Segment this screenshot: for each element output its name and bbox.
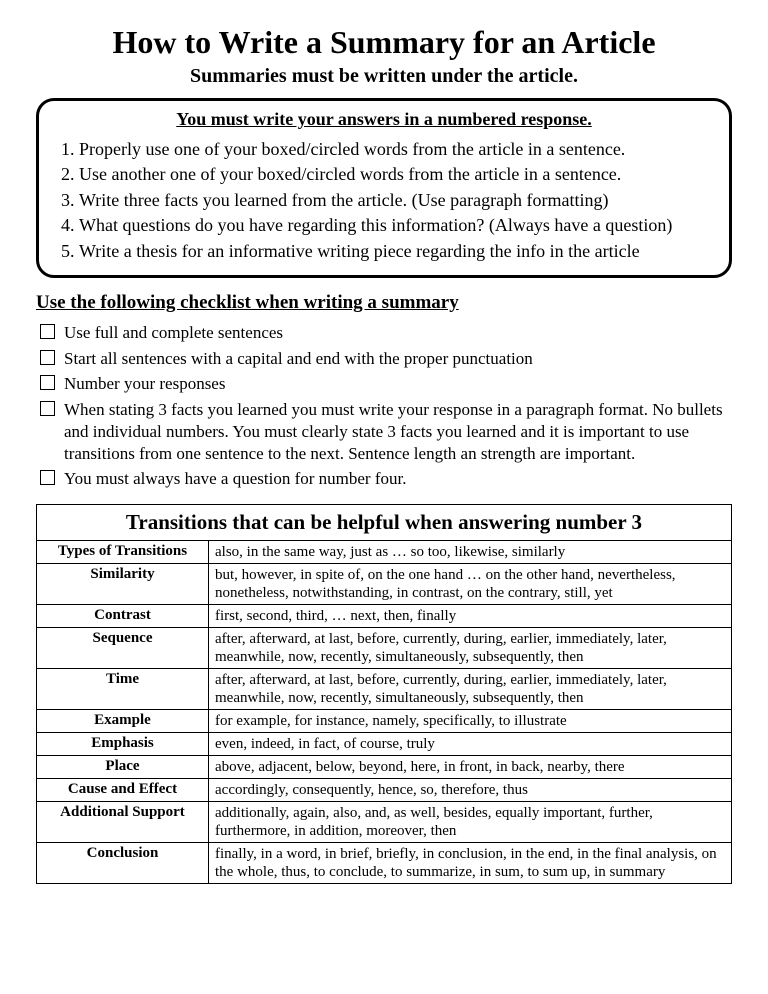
transition-type: Conclusion xyxy=(37,843,209,884)
list-item: Properly use one of your boxed/circled w… xyxy=(79,138,713,161)
transition-type: Example xyxy=(37,710,209,733)
transition-words: after, afterward, at last, before, curre… xyxy=(209,669,732,710)
checkbox-icon xyxy=(40,375,55,390)
table-row: Emphasis even, indeed, in fact, of cours… xyxy=(37,733,732,756)
transition-type: Time xyxy=(37,669,209,710)
transition-type-header: Types of Transitions xyxy=(37,541,209,564)
checkbox-icon xyxy=(40,401,55,416)
transition-type: Place xyxy=(37,756,209,779)
page-title: How to Write a Summary for an Article xyxy=(36,24,732,61)
transition-type: Contrast xyxy=(37,605,209,628)
checklist-item: You must always have a question for numb… xyxy=(36,468,732,490)
table-title-row: Transitions that can be helpful when ans… xyxy=(37,505,732,541)
table-row: Conclusion finally, in a word, in brief,… xyxy=(37,843,732,884)
transition-words: accordingly, consequently, hence, so, th… xyxy=(209,779,732,802)
transition-words: for example, for instance, namely, speci… xyxy=(209,710,732,733)
checklist-text: When stating 3 facts you learned you mus… xyxy=(64,400,723,463)
transitions-table: Transitions that can be helpful when ans… xyxy=(36,504,732,884)
table-title: Transitions that can be helpful when ans… xyxy=(38,506,730,539)
instructions-heading: You must write your answers in a numbere… xyxy=(55,109,713,130)
checklist-item: When stating 3 facts you learned you mus… xyxy=(36,399,732,464)
transition-type: Emphasis xyxy=(37,733,209,756)
transition-type: Similarity xyxy=(37,564,209,605)
instructions-box: You must write your answers in a numbere… xyxy=(36,98,732,278)
table-row: Additional Support additionally, again, … xyxy=(37,802,732,843)
checklist-item: Use full and complete sentences xyxy=(36,322,732,344)
table-row: Contrast first, second, third, … next, t… xyxy=(37,605,732,628)
list-item: Write three facts you learned from the a… xyxy=(79,189,713,212)
transition-words: but, however, in spite of, on the one ha… xyxy=(209,564,732,605)
transition-type: Additional Support xyxy=(37,802,209,843)
transition-type: Sequence xyxy=(37,628,209,669)
transition-words: first, second, third, … next, then, fina… xyxy=(209,605,732,628)
table-row: Cause and Effect accordingly, consequent… xyxy=(37,779,732,802)
transition-words: above, adjacent, below, beyond, here, in… xyxy=(209,756,732,779)
table-row: Sequence after, afterward, at last, befo… xyxy=(37,628,732,669)
checklist: Use full and complete sentences Start al… xyxy=(36,322,732,490)
table-row: Types of Transitions also, in the same w… xyxy=(37,541,732,564)
transition-words: finally, in a word, in brief, briefly, i… xyxy=(209,843,732,884)
checklist-text: You must always have a question for numb… xyxy=(64,469,406,488)
list-item: Use another one of your boxed/circled wo… xyxy=(79,163,713,186)
checklist-item: Start all sentences with a capital and e… xyxy=(36,348,732,370)
transition-words: after, afterward, at last, before, curre… xyxy=(209,628,732,669)
checklist-item: Number your responses xyxy=(36,373,732,395)
list-item: Write a thesis for an informative writin… xyxy=(79,240,713,263)
transition-words: additionally, again, also, and, as well,… xyxy=(209,802,732,843)
checkbox-icon xyxy=(40,324,55,339)
table-row: Time after, afterward, at last, before, … xyxy=(37,669,732,710)
checkbox-icon xyxy=(40,470,55,485)
checklist-text: Start all sentences with a capital and e… xyxy=(64,349,533,368)
transition-words: even, indeed, in fact, of course, truly xyxy=(209,733,732,756)
checklist-heading: Use the following checklist when writing… xyxy=(36,292,732,314)
checklist-text: Number your responses xyxy=(64,374,225,393)
list-item: What questions do you have regarding thi… xyxy=(79,214,713,237)
numbered-list: Properly use one of your boxed/circled w… xyxy=(55,138,713,263)
checklist-text: Use full and complete sentences xyxy=(64,323,283,342)
checkbox-icon xyxy=(40,350,55,365)
transition-words: also, in the same way, just as … so too,… xyxy=(209,541,732,564)
transition-type: Cause and Effect xyxy=(37,779,209,802)
table-row: Place above, adjacent, below, beyond, he… xyxy=(37,756,732,779)
table-row: Example for example, for instance, namel… xyxy=(37,710,732,733)
page: How to Write a Summary for an Article Su… xyxy=(0,0,768,914)
table-row: Similarity but, however, in spite of, on… xyxy=(37,564,732,605)
page-subtitle: Summaries must be written under the arti… xyxy=(36,65,732,88)
